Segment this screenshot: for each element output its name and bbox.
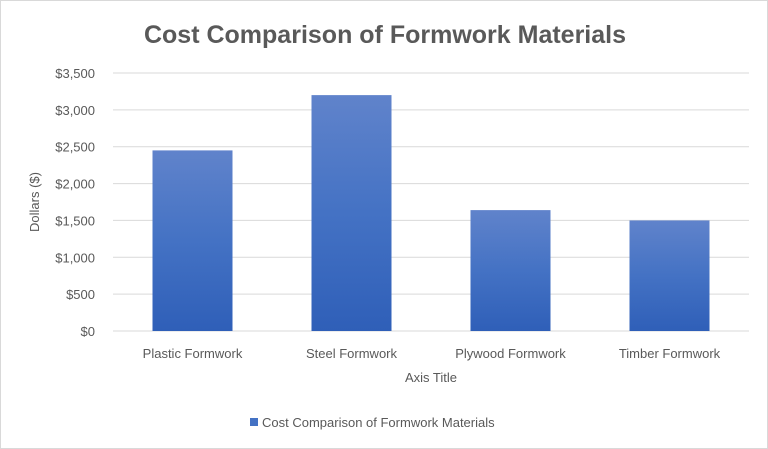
x-tick-label: Plastic Formwork	[143, 346, 243, 361]
y-tick-label: $500	[66, 287, 95, 302]
y-tick-label: $2,500	[55, 140, 95, 155]
legend-label: Cost Comparison of Formwork Materials	[262, 415, 495, 430]
bar-steel-formwork	[311, 95, 392, 331]
x-tick-label: Plywood Formwork	[455, 346, 566, 361]
x-tick-label: Steel Formwork	[306, 346, 398, 361]
x-axis-title: Axis Title	[405, 370, 457, 385]
bar-plastic-formwork	[152, 150, 233, 331]
y-tick-label: $1,000	[55, 250, 95, 265]
y-tick-label: $3,500	[55, 66, 95, 81]
y-tick-label: $3,000	[55, 103, 95, 118]
bar-timber-formwork	[629, 220, 710, 331]
y-tick-label: $2,000	[55, 177, 95, 192]
legend-swatch	[250, 418, 258, 426]
bar-plywood-formwork	[470, 210, 551, 331]
chart-title: Cost Comparison of Formwork Materials	[144, 21, 626, 49]
y-tick-label: $1,500	[55, 213, 95, 228]
y-axis-title: Dollars ($)	[27, 172, 42, 232]
x-tick-label: Timber Formwork	[619, 346, 721, 361]
y-tick-label: $0	[81, 324, 95, 339]
